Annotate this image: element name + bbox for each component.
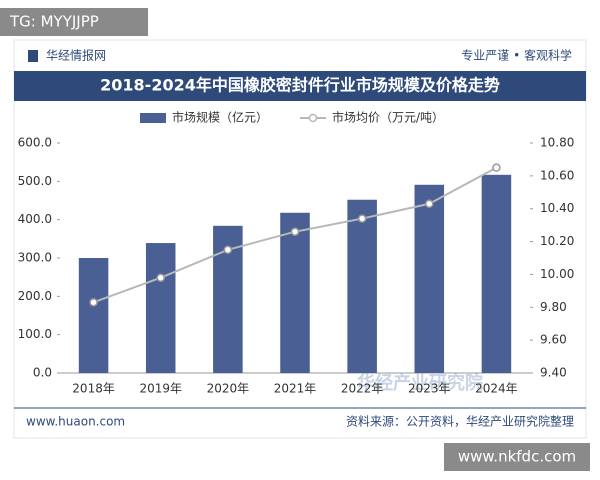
- y2-tick-label: 10.20: [540, 234, 574, 248]
- badge: TG: MYYJJPP: [9, 13, 99, 31]
- y2-tick-label: 9.40: [540, 366, 567, 380]
- bar: [78, 258, 109, 373]
- brand: 华经情报网: [46, 48, 106, 63]
- y-tick-label: 500.0: [18, 174, 52, 188]
- y2-tick-label: 10.40: [540, 201, 574, 215]
- y-tick-label: 200.0: [18, 289, 52, 303]
- point: [89, 298, 98, 307]
- bar: [280, 212, 310, 373]
- point: [290, 227, 300, 236]
- chart-title: 2018-2024年中国橡胶密封件行业市场规模及价格走势: [100, 76, 500, 95]
- y2-tick-label: 10.80: [540, 136, 574, 150]
- y-tick-label: 100.0: [18, 327, 52, 341]
- x-tick-label: 2019年: [139, 382, 182, 396]
- y2-tick-label: 10.00: [540, 267, 574, 281]
- legend-swatch: [140, 113, 166, 123]
- y-tick-label: 300.0: [18, 251, 52, 265]
- bar: [414, 184, 445, 373]
- x-tick-label: 2018年: [72, 382, 115, 396]
- bar: [347, 199, 377, 373]
- y2-tick-label: 9.60: [540, 333, 567, 347]
- watermark: 华经产业研究院: [357, 372, 483, 394]
- legend-label: 市场规模（亿元）: [172, 110, 268, 125]
- badge-bg: [0, 8, 148, 36]
- point: [357, 214, 367, 223]
- logo: [28, 50, 38, 62]
- legend-marker: [308, 113, 318, 123]
- point: [156, 273, 165, 282]
- legend-label: 市场均价（万元/吨）: [332, 110, 444, 125]
- footer-site: www.huaon.com: [26, 415, 125, 429]
- x-tick-label: 2022年: [341, 382, 384, 396]
- bar: [481, 174, 512, 373]
- x-tick-label: 2024年: [475, 382, 518, 396]
- corner: www.nkfdc.com: [458, 448, 576, 466]
- point: [492, 163, 501, 172]
- y2-tick-label: 10.60: [540, 168, 574, 182]
- bar: [145, 243, 176, 373]
- y-tick-label: 0.0: [33, 366, 52, 380]
- corner-bg: [444, 443, 590, 471]
- point: [425, 199, 434, 209]
- y2-tick-label: 9.80: [540, 300, 567, 314]
- footer-source: 资料来源：公开资料，华经产业研究院整理: [346, 414, 574, 429]
- title-band: [14, 71, 586, 101]
- y-tick-label: 400.0: [18, 212, 52, 226]
- y-tick-label: 600.0: [18, 136, 52, 150]
- x-tick-label: 2020年: [207, 382, 250, 396]
- x-tick-label: 2021年: [274, 382, 317, 396]
- x-tick-label: 2023年: [408, 382, 451, 396]
- point: [223, 245, 233, 255]
- slogan: 专业严谨 • 客观科学: [461, 48, 572, 63]
